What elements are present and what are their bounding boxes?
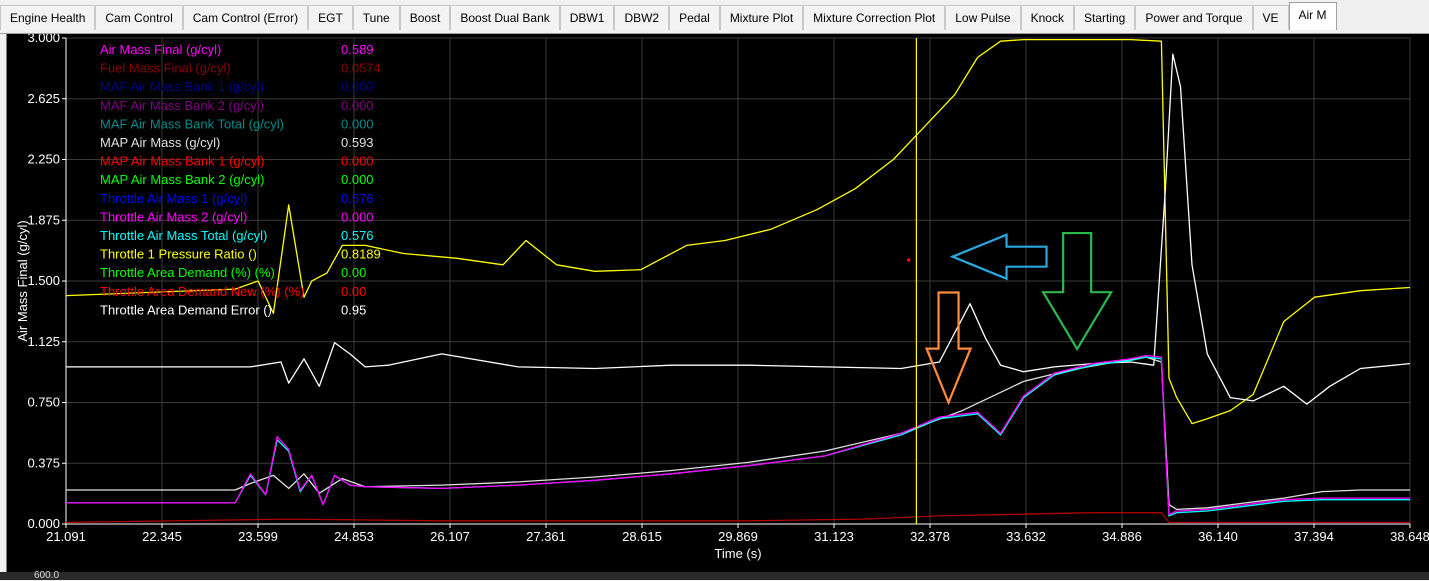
tab-tune[interactable]: Tune — [352, 5, 400, 30]
series-line-throttle-air-mass-total-g-cyl — [66, 356, 1410, 517]
air-mass-chart[interactable]: 21.091 22.345 23.599 24.853 26.107 27.361 28.6… — [7, 30, 1429, 572]
legend-entry-value: 0.8189 — [341, 247, 381, 262]
y-axis-title: Air Mass Final (g/cyl) — [15, 220, 30, 341]
tab-dbw2[interactable]: DBW2 — [614, 5, 670, 30]
x-tick-label: 32.378 — [910, 529, 950, 544]
tab-ve[interactable]: VE — [1252, 5, 1289, 30]
x-tick-label: 27.361 — [526, 529, 566, 544]
series-line-throttle-1-pressure-ratio — [65, 38, 1411, 425]
legend-entry-value: 0.00 — [341, 265, 366, 280]
legend-entry-value: 0.00 — [341, 284, 366, 299]
legend-entry-value: 0.95 — [341, 302, 366, 317]
legend-entry-value: 0.000 — [341, 209, 374, 224]
legend-entry-name: Throttle Air Mass Total (g/cyl) — [100, 228, 267, 243]
legend-entry-value: 0.000 — [341, 116, 374, 131]
legend-entry-name: Air Mass Final (g/cyl) — [100, 42, 221, 57]
legend-entry-value: 0.000 — [341, 79, 374, 94]
legend-entry-value: 0.593 — [341, 135, 374, 150]
legend-entry-value: 0.000 — [341, 154, 374, 169]
x-tick-label: 23.599 — [238, 529, 278, 544]
x-tick-label: 28.615 — [622, 529, 662, 544]
y-tick-label: 0.375 — [27, 455, 60, 470]
legend-entry-name: Throttle Area Demand (%) (%) — [100, 265, 275, 280]
legend-entry-name: MAP Air Mass (g/cyl) — [100, 135, 220, 150]
legend-entry-name: Throttle Area Demand New (%) (%) — [100, 284, 304, 299]
tab-boost[interactable]: Boost — [399, 5, 451, 30]
series-line-throttle-area-demand-error — [66, 53, 1411, 405]
y-tick-label: 3.000 — [27, 34, 60, 45]
legend-entry-value: 0.589 — [341, 42, 374, 57]
legend-entry-value: 0.000 — [341, 98, 374, 113]
x-tick-label: 29.869 — [718, 529, 758, 544]
legend-entry-value: 0.0574 — [341, 61, 381, 76]
y-tick-label: 0.000 — [27, 516, 60, 531]
legend-entry-name: Throttle 1 Pressure Ratio () — [100, 247, 257, 262]
legend-entry-name: MAF Air Mass Bank 1 (g/cyl) — [100, 79, 264, 94]
x-tick-label: 38.648 — [1390, 529, 1429, 544]
tab-air-m[interactable]: Air M — [1288, 2, 1337, 30]
legend-entry-name: Throttle Air Mass 1 (g/cyl) — [100, 191, 247, 206]
legend-entry-name: MAP Air Mass Bank 1 (g/cyl) — [100, 154, 264, 169]
y-tick-label: 1.500 — [27, 273, 60, 288]
y-tick-label: 2.625 — [27, 91, 60, 106]
legend-entry-value: 0.000 — [341, 172, 374, 187]
annotation-arrow-left — [949, 233, 1048, 281]
x-tick-label: 31.123 — [814, 529, 854, 544]
tab-mixture-plot[interactable]: Mixture Plot — [719, 5, 804, 30]
x-tick-label: 36.140 — [1198, 529, 1238, 544]
chart-panel[interactable]: 21.091 22.345 23.599 24.853 26.107 27.361 28.6… — [6, 30, 1429, 572]
x-tick-label: 34.886 — [1102, 529, 1142, 544]
x-tick-label: 21.091 — [46, 529, 86, 544]
tab-boost-dual-bank[interactable]: Boost Dual Bank — [450, 5, 560, 30]
x-tick-label: 24.853 — [334, 529, 374, 544]
y-tick-label: 1.125 — [27, 334, 60, 349]
tab-cam-control-error[interactable]: Cam Control (Error) — [182, 5, 309, 30]
next-chart-axis-label: 600.0 — [34, 570, 60, 581]
legend-entry-name: Throttle Air Mass 2 (g/cyl) — [100, 209, 247, 224]
y-tick-label: 2.250 — [27, 152, 60, 167]
y-tick-label: 0.750 — [27, 395, 60, 410]
annotation-arrow-down — [1041, 231, 1114, 352]
x-tick-label: 37.394 — [1294, 529, 1334, 544]
tab-engine-health[interactable]: Engine Health — [0, 5, 96, 30]
next-chart-strip: 600.0 — [0, 570, 1429, 581]
x-tick-label: 26.107 — [430, 529, 470, 544]
legend-entry-value: 0.576 — [341, 191, 374, 206]
tab-knock[interactable]: Knock — [1020, 5, 1074, 30]
series-line-map-air-mass-g-cyl — [66, 356, 1410, 511]
tab-starting[interactable]: Starting — [1073, 5, 1136, 30]
series-line-fuel-mass-final-g-cyl — [65, 512, 1410, 524]
x-tick-label: 33.632 — [1006, 529, 1046, 544]
tab-power-and-torque[interactable]: Power and Torque — [1135, 5, 1253, 30]
tab-bar: Engine Health Cam Control Cam Control (Err… — [0, 0, 1429, 34]
legend: Air Mass Final (g/cyl) 0.589 Fuel Mass Fin… — [100, 42, 381, 317]
x-axis-title: Time (s) — [714, 546, 761, 561]
y-tick-label: 1.875 — [27, 212, 60, 227]
legend-entry-value: 0.576 — [341, 228, 374, 243]
tab-cam-control[interactable]: Cam Control — [95, 5, 183, 30]
tab-egt[interactable]: EGT — [308, 5, 353, 30]
legend-entry-name: Fuel Mass Final (g/cyl) — [100, 61, 231, 76]
annotation-arrow-down — [924, 291, 973, 406]
legend-entry-name: MAF Air Mass Bank Total (g/cyl) — [100, 116, 284, 131]
legend-entry-name: Throttle Area Demand Error () — [100, 302, 272, 317]
tab-dbw1[interactable]: DBW1 — [559, 5, 615, 30]
legend-entry-name: MAF Air Mass Bank 2 (g/cyl) — [100, 98, 264, 113]
tab-mixture-correction-plot[interactable]: Mixture Correction Plot — [803, 5, 946, 30]
series-line-air-mass-final-g-cyl — [66, 354, 1410, 515]
x-tick-label: 22.345 — [142, 529, 182, 544]
legend-entry-name: MAP Air Mass Bank 2 (g/cyl) — [100, 172, 264, 187]
tab-pedal[interactable]: Pedal — [669, 5, 720, 30]
tab-low-pulse[interactable]: Low Pulse — [945, 5, 1021, 30]
marker-dot — [906, 258, 911, 262]
